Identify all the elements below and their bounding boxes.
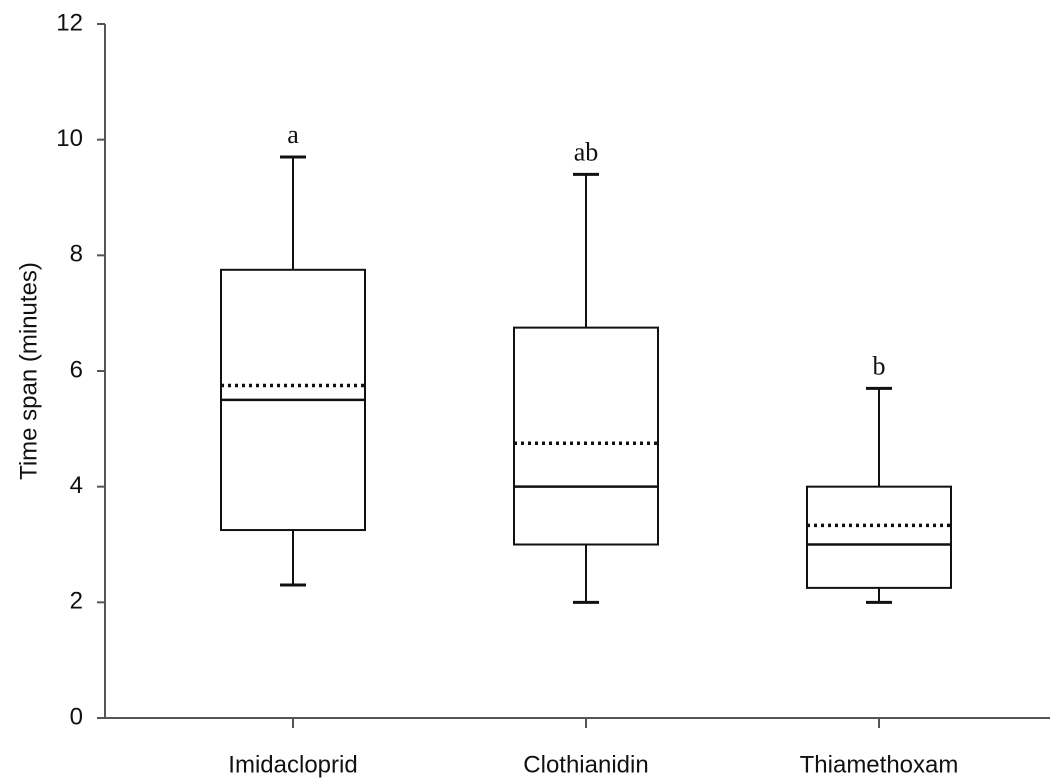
box	[513, 326, 659, 546]
x-tick-label: Clothianidin	[523, 751, 648, 778]
y-tick-label: 6	[70, 356, 83, 383]
annotation: b	[873, 351, 886, 380]
x-tick-label: Thiamethoxam	[800, 751, 959, 778]
y-tick-label: 2	[70, 588, 83, 615]
annotation: a	[287, 120, 299, 149]
y-tick-label: 12	[56, 9, 83, 36]
annotation: ab	[574, 137, 599, 166]
y-tick-label: 10	[56, 125, 83, 152]
x-tick-label: Imidacloprid	[228, 751, 357, 778]
y-tick-label: 4	[70, 472, 83, 499]
y-tick-label: 0	[70, 703, 83, 730]
box	[806, 485, 952, 589]
y-axis-label: Time span (minutes)	[15, 262, 42, 480]
y-tick-label: 8	[70, 241, 83, 268]
